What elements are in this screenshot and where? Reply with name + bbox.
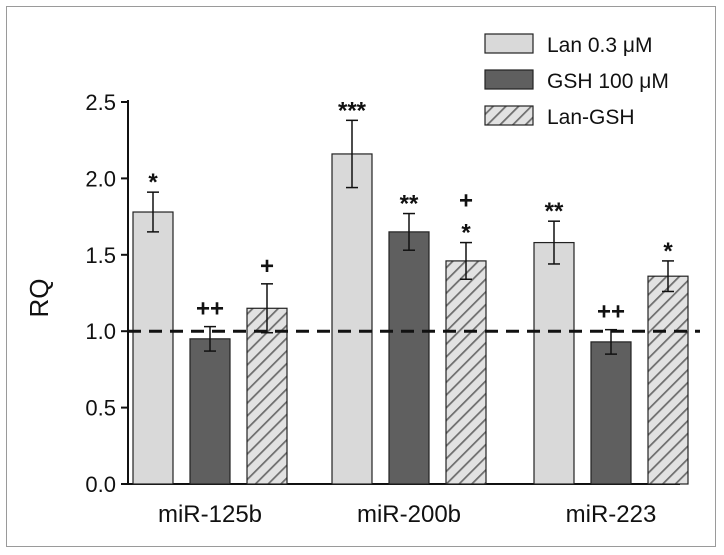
x-category-label: miR-125b (158, 501, 262, 528)
significance-label: + (459, 188, 473, 215)
bar (246, 307, 288, 485)
bar (388, 231, 430, 485)
plot-area: 0.00.51.01.52.02.5******++**++++**miR-12… (85, 90, 700, 528)
legend-label: GSH 100 μM (547, 70, 669, 93)
y-tick-label: 2.5 (85, 90, 116, 115)
y-tick-label: 1.0 (85, 319, 116, 344)
legend-label: Lan-GSH (547, 106, 635, 129)
y-tick-label: 1.5 (85, 243, 116, 268)
significance-label: ++ (597, 299, 625, 326)
significance-label: ** (545, 198, 564, 225)
bar (647, 275, 689, 485)
y-axis-label: RQ (24, 279, 54, 318)
y-tick-label: 2.0 (85, 166, 116, 191)
significance-label: + (260, 253, 274, 280)
legend-label: Lan 0.3 μM (547, 34, 653, 57)
y-tick-label: 0.5 (85, 396, 116, 421)
significance-label: *** (338, 97, 367, 124)
legend: Lan 0.3 μM GSH 100 μM Lan-GSH (484, 33, 669, 129)
significance-label: ** (400, 191, 419, 218)
x-category-label: miR-200b (357, 501, 461, 528)
bar (590, 341, 632, 485)
y-tick-label: 0.0 (85, 472, 116, 497)
significance-label: * (148, 169, 158, 196)
x-category-label: miR-223 (566, 501, 657, 528)
legend-swatch (484, 33, 534, 54)
significance-label: * (461, 220, 471, 247)
bar (189, 338, 231, 485)
significance-label: ++ (196, 296, 224, 323)
bar (445, 260, 487, 485)
bar (132, 211, 174, 485)
bar (331, 153, 373, 485)
bar (533, 241, 575, 485)
legend-swatch (484, 105, 534, 126)
significance-label: * (663, 238, 673, 265)
legend-swatch (484, 69, 534, 90)
